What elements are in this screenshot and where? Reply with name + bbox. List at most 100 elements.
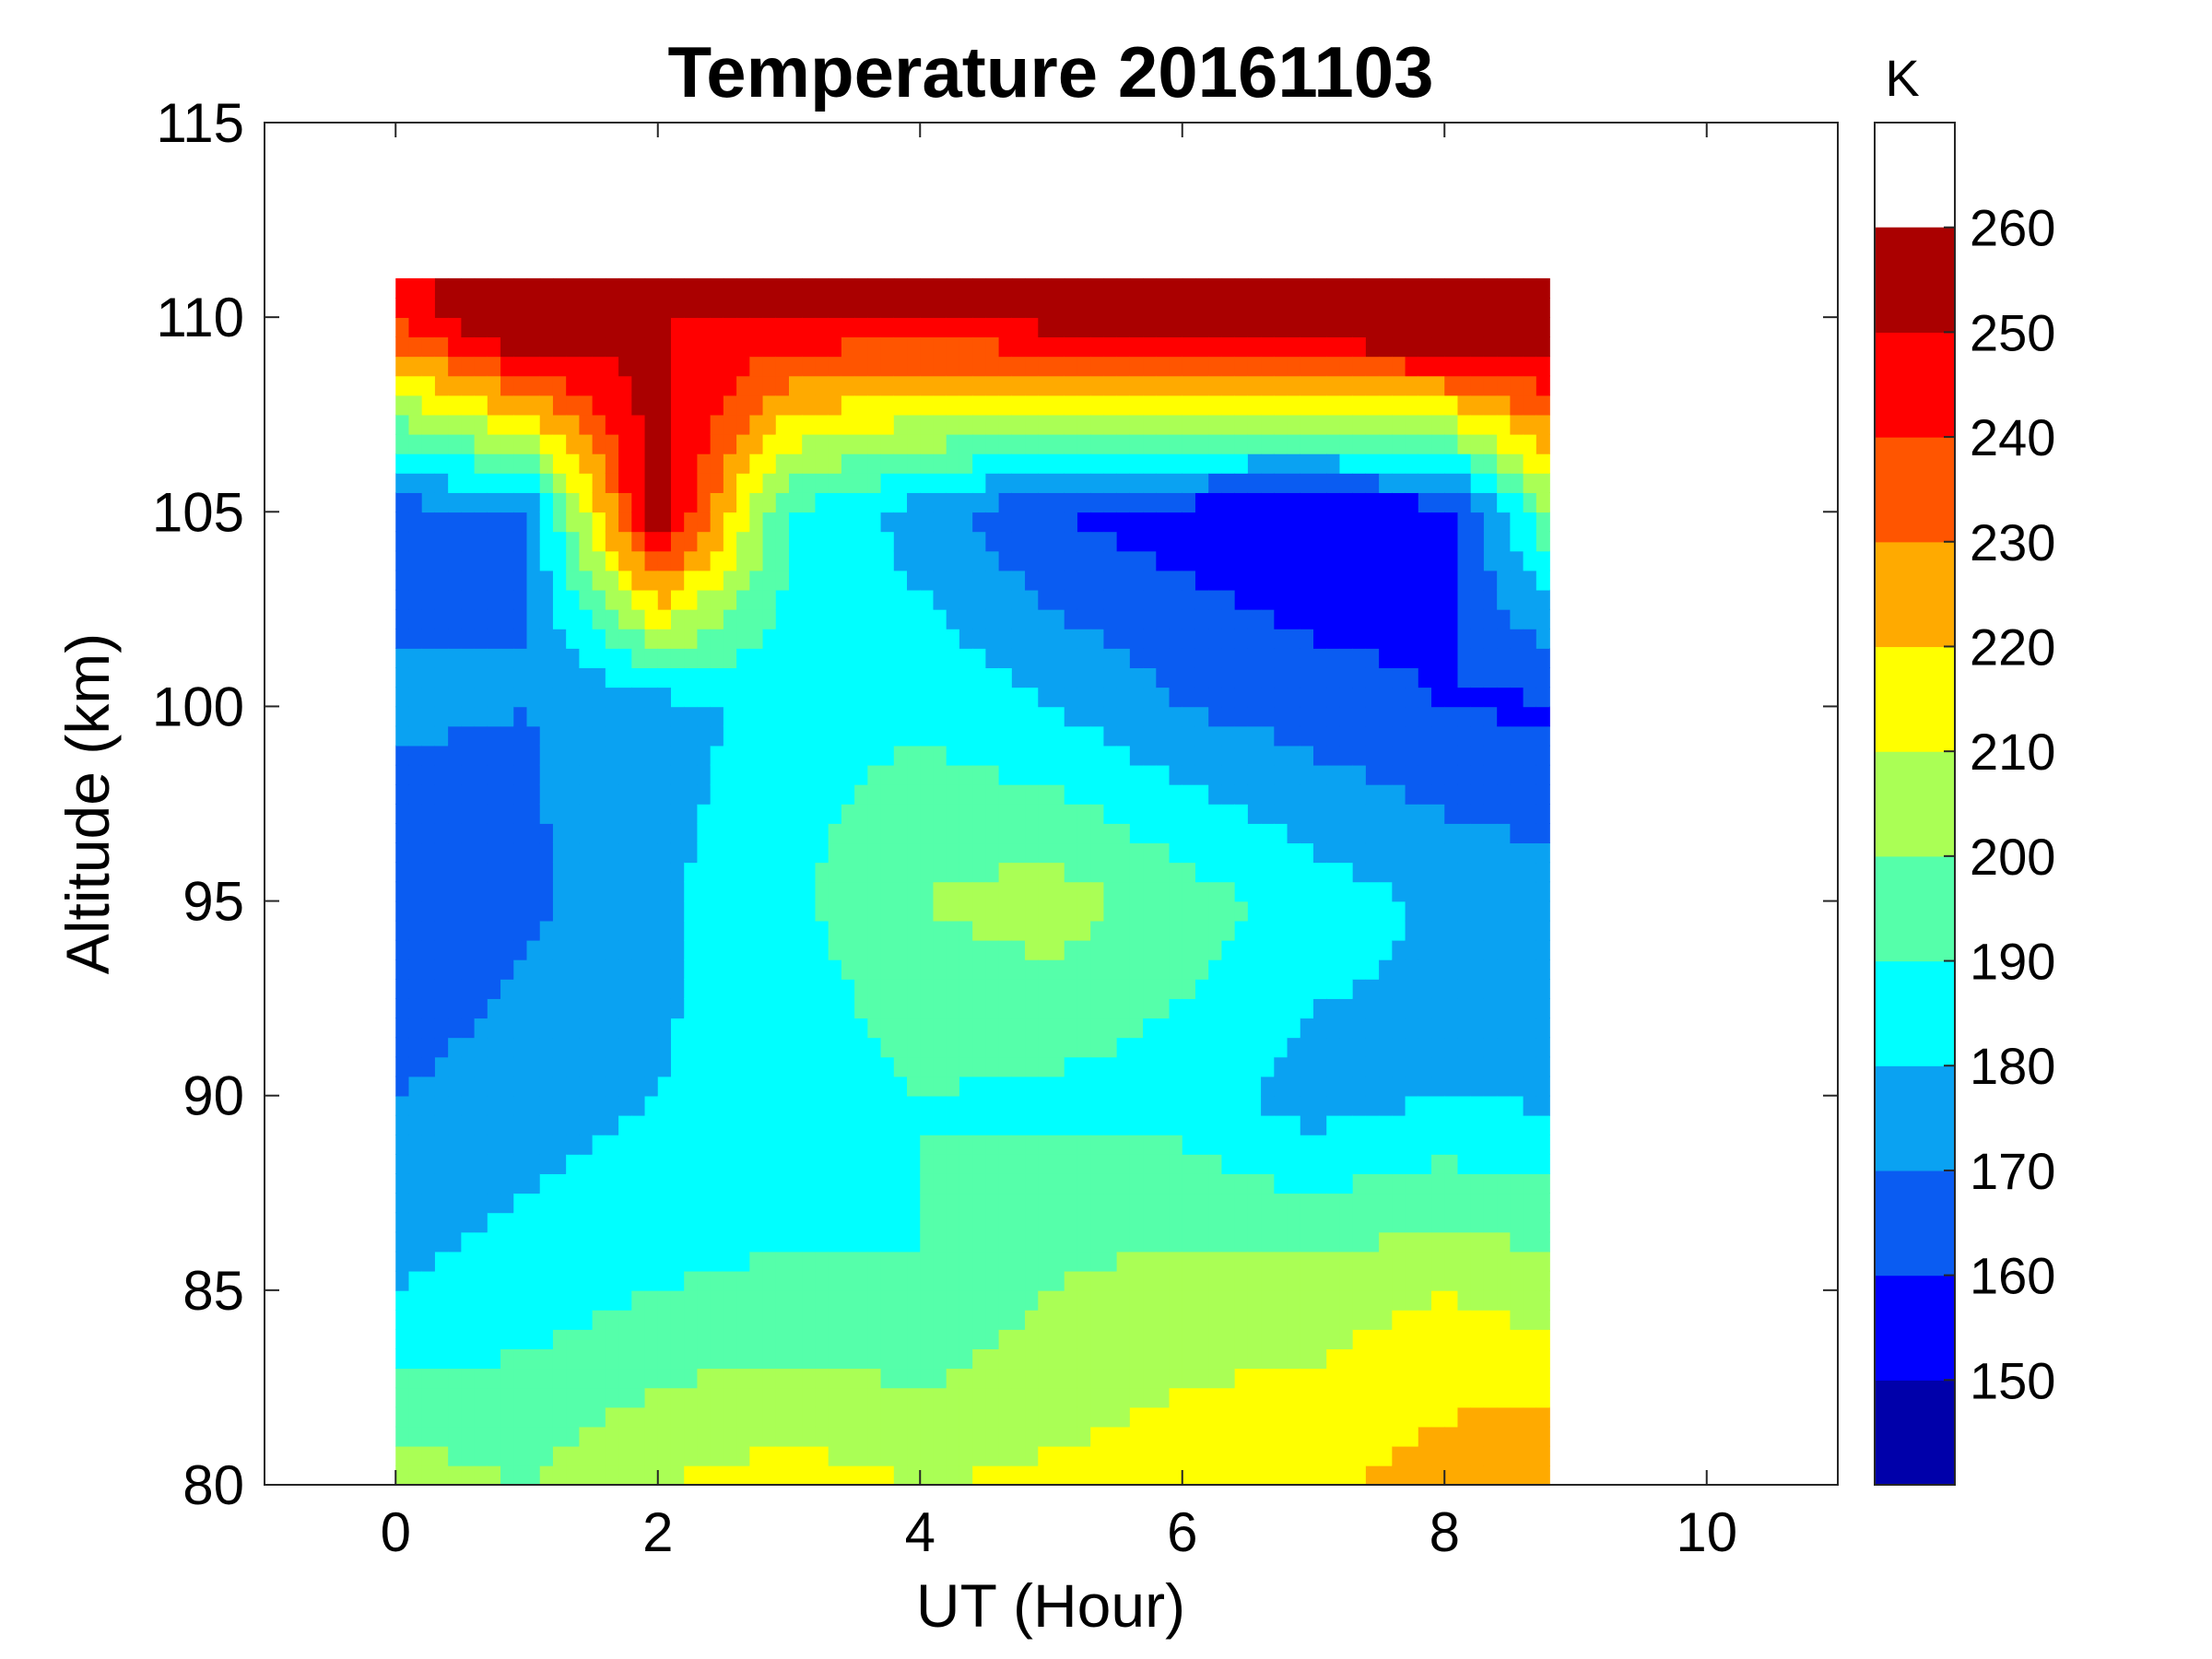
temperature-cell bbox=[1339, 1231, 1354, 1253]
temperature-cell bbox=[1064, 920, 1078, 941]
temperature-cell bbox=[1038, 1193, 1053, 1214]
temperature-cell bbox=[670, 433, 686, 454]
temperature-cell bbox=[920, 1173, 935, 1194]
temperature-cell bbox=[749, 1348, 764, 1370]
temperature-cell bbox=[1011, 900, 1026, 922]
temperature-cell bbox=[539, 1289, 554, 1311]
temperature-cell bbox=[1156, 862, 1171, 883]
temperature-cell bbox=[408, 1018, 423, 1039]
temperature-cell bbox=[933, 842, 947, 864]
temperature-cell bbox=[657, 356, 672, 377]
temperature-cell bbox=[854, 1289, 869, 1311]
temperature-cell bbox=[1169, 1076, 1183, 1097]
temperature-cell bbox=[670, 1076, 686, 1097]
temperature-cell bbox=[920, 745, 935, 766]
temperature-cell bbox=[552, 842, 567, 864]
temperature-cell bbox=[1208, 745, 1223, 766]
temperature-cell bbox=[1418, 1289, 1432, 1311]
temperature-cell bbox=[697, 764, 712, 785]
temperature-cell bbox=[893, 939, 908, 960]
temperature-cell bbox=[1051, 900, 1065, 922]
temperature-cell bbox=[513, 317, 528, 338]
temperature-cell bbox=[815, 473, 830, 493]
temperature-cell bbox=[566, 687, 581, 708]
temperature-cell bbox=[749, 589, 764, 610]
temperature-cell bbox=[487, 1368, 501, 1389]
temperature-cell bbox=[998, 492, 1013, 513]
temperature-cell bbox=[1313, 628, 1328, 649]
temperature-cell bbox=[1221, 1037, 1236, 1058]
temperature-cell bbox=[1392, 745, 1406, 766]
temperature-cell bbox=[657, 1270, 672, 1291]
temperature-cell bbox=[434, 842, 449, 864]
temperature-cell bbox=[1313, 998, 1328, 1019]
temperature-cell bbox=[1221, 745, 1236, 766]
temperature-cell bbox=[1025, 1445, 1040, 1466]
temperature-cell bbox=[1103, 1134, 1118, 1155]
temperature-cell bbox=[1418, 298, 1432, 318]
temperature-cell bbox=[1379, 764, 1394, 785]
temperature-cell bbox=[1418, 823, 1432, 844]
temperature-cell bbox=[854, 804, 869, 824]
temperature-cell bbox=[959, 492, 973, 513]
temperature-cell bbox=[710, 1173, 724, 1194]
temperature-cell bbox=[972, 298, 987, 318]
temperature-cell bbox=[1221, 298, 1236, 318]
temperature-cell bbox=[880, 356, 895, 377]
temperature-cell bbox=[789, 1368, 804, 1389]
temperature-cell bbox=[474, 804, 488, 824]
temperature-cell bbox=[670, 473, 686, 493]
temperature-cell bbox=[893, 1154, 908, 1174]
temperature-cell bbox=[1287, 1251, 1301, 1272]
temperature-cell bbox=[867, 608, 882, 629]
temperature-cell bbox=[959, 1387, 973, 1408]
temperature-cell bbox=[907, 687, 922, 708]
temperature-cell bbox=[1234, 628, 1249, 649]
temperature-cell bbox=[1379, 317, 1394, 338]
temperature-cell bbox=[1247, 1212, 1262, 1233]
temperature-cell bbox=[946, 1212, 960, 1233]
temperature-cell bbox=[395, 336, 410, 358]
temperature-cell bbox=[448, 570, 463, 591]
temperature-cell bbox=[421, 570, 436, 591]
temperature-cell bbox=[1129, 667, 1144, 688]
temperature-cell bbox=[762, 336, 777, 358]
temperature-cell bbox=[1038, 453, 1053, 474]
temperature-cell bbox=[1208, 1251, 1223, 1272]
temperature-cell bbox=[946, 550, 960, 571]
temperature-cell bbox=[461, 648, 476, 668]
temperature-cell bbox=[1143, 570, 1158, 591]
temperature-cell bbox=[487, 1309, 501, 1330]
temperature-cell bbox=[1182, 1406, 1196, 1428]
temperature-cell bbox=[946, 1173, 960, 1194]
temperature-cell bbox=[644, 745, 659, 766]
temperature-cell bbox=[500, 998, 515, 1019]
temperature-cell bbox=[710, 1445, 724, 1466]
temperature-cell bbox=[1169, 336, 1183, 358]
temperature-cell bbox=[736, 959, 751, 980]
temperature-cell bbox=[605, 1173, 619, 1194]
temperature-cell bbox=[880, 804, 895, 824]
temperature-cell bbox=[985, 1289, 1000, 1311]
temperature-cell bbox=[1025, 920, 1040, 941]
temperature-cell bbox=[749, 862, 764, 883]
temperature-cell bbox=[487, 550, 501, 571]
temperature-cell bbox=[697, 1134, 712, 1155]
temperature-cell bbox=[946, 862, 960, 883]
temperature-cell bbox=[1221, 1231, 1236, 1253]
temperature-cell bbox=[1339, 317, 1354, 338]
temperature-cell bbox=[985, 277, 1000, 299]
temperature-cell bbox=[1247, 1037, 1262, 1058]
temperature-cell bbox=[710, 939, 724, 960]
temperature-cell bbox=[434, 1368, 449, 1389]
temperature-cell bbox=[828, 433, 842, 454]
temperature-cell bbox=[893, 745, 908, 766]
temperature-cell bbox=[933, 823, 947, 844]
temperature-cell bbox=[513, 336, 528, 358]
temperature-cell bbox=[592, 433, 606, 454]
temperature-cell bbox=[1300, 979, 1314, 999]
temperature-cell bbox=[1365, 1445, 1380, 1466]
temperature-cell bbox=[998, 1329, 1013, 1349]
temperature-cell bbox=[775, 453, 790, 474]
temperature-cell bbox=[959, 473, 973, 493]
